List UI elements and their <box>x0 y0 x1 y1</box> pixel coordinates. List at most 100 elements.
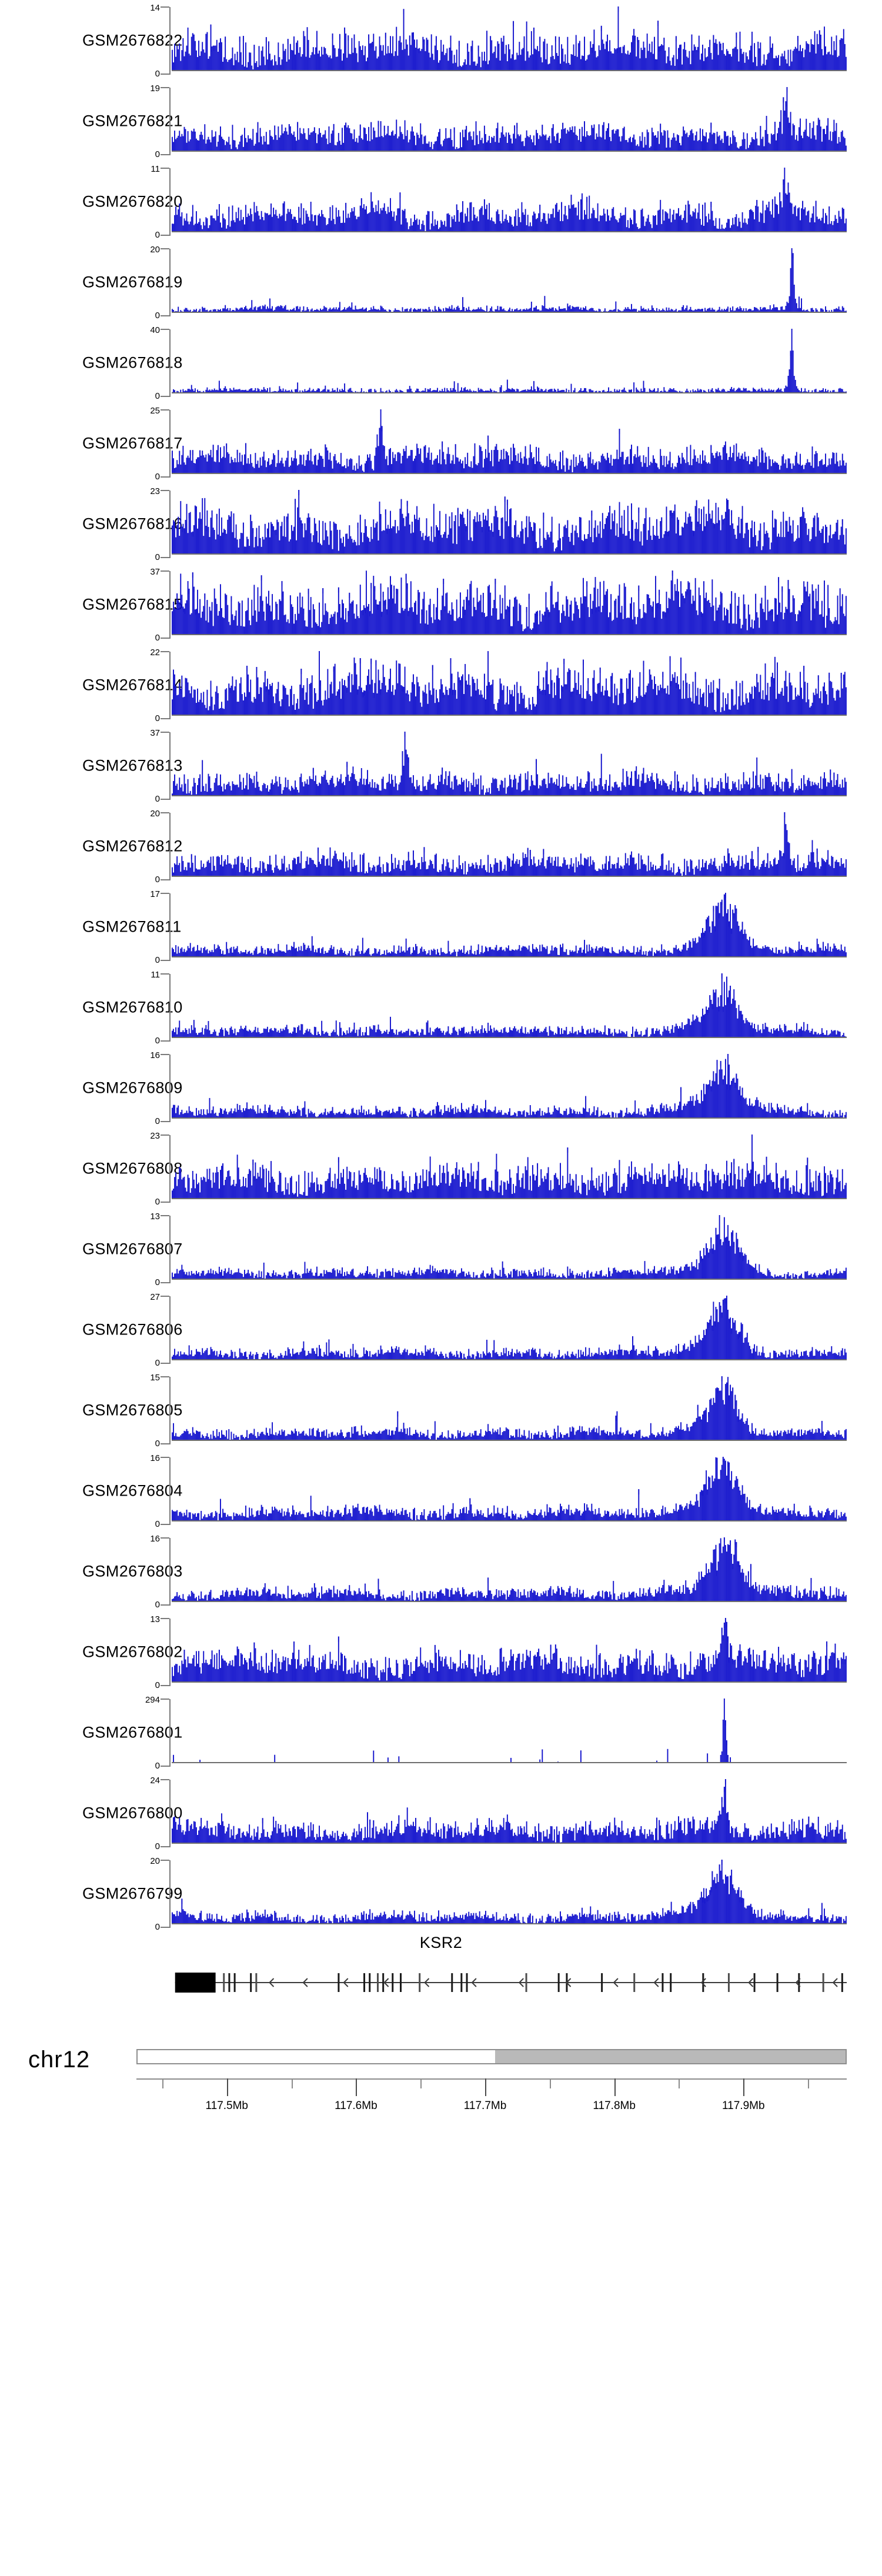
y-axis-max-label: 11 <box>151 970 160 980</box>
y-axis-max-tick <box>161 1054 169 1055</box>
coverage-histogram[interactable] <box>172 1860 847 1924</box>
track-baseline <box>172 1520 847 1521</box>
coverage-histogram[interactable] <box>172 732 847 796</box>
coverage-histogram[interactable] <box>172 1215 847 1280</box>
coverage-histogram[interactable] <box>172 6 847 71</box>
y-axis-max-tick <box>161 1296 169 1297</box>
y-axis-max-label: 24 <box>150 1776 160 1786</box>
chromosome-label: chr12 <box>28 2047 91 2073</box>
coverage-track-row: GSM2676802 13 0 <box>0 1611 882 1692</box>
coverage-histogram[interactable] <box>172 570 847 635</box>
track-baseline <box>172 231 847 232</box>
y-axis-min-tick <box>161 1524 169 1525</box>
ruler-baseline <box>136 2078 847 2080</box>
y-axis-min-tick <box>161 235 169 236</box>
track-baseline <box>172 956 847 957</box>
y-axis-min-label: 0 <box>155 1841 160 1851</box>
coverage-histogram[interactable] <box>172 893 847 957</box>
y-axis-max-label: 294 <box>145 1695 160 1705</box>
coverage-histogram[interactable] <box>172 409 847 474</box>
chromosome-axis-section: chr12 117.5Mb 117.6Mb 117.7Mb 117.8Mb 117.9M… <box>0 2022 882 2140</box>
track-y-axis: 16 0 <box>136 1051 172 1126</box>
y-axis-min-label: 0 <box>155 1439 160 1449</box>
y-axis-line <box>169 652 171 719</box>
ruler-major-tick <box>356 2078 358 2096</box>
y-axis-min-label: 0 <box>155 1036 160 1046</box>
y-axis-min-tick <box>161 718 169 719</box>
track-y-axis: 23 0 <box>136 1131 172 1207</box>
y-axis-line <box>169 893 171 961</box>
coverage-histogram[interactable] <box>172 651 847 716</box>
coverage-track-row: GSM2676799 20 0 <box>0 1853 882 1934</box>
track-label-gsm2676816: GSM2676816 <box>82 515 183 532</box>
y-axis-max-tick <box>161 893 169 894</box>
y-axis-min-tick <box>161 1685 169 1686</box>
coverage-histogram[interactable] <box>172 87 847 152</box>
y-axis-min-label: 0 <box>155 1277 160 1287</box>
track-label-gsm2676800: GSM2676800 <box>82 1804 183 1821</box>
track-label-gsm2676801: GSM2676801 <box>82 1723 183 1741</box>
coverage-histogram[interactable] <box>172 1618 847 1683</box>
ruler-major-tick <box>485 2078 487 2096</box>
coverage-histogram[interactable] <box>172 1699 847 1763</box>
y-axis-max-label: 19 <box>150 84 160 94</box>
coverage-histogram[interactable] <box>172 1537 847 1602</box>
y-axis-max-label: 13 <box>150 1212 160 1222</box>
track-label-gsm2676809: GSM2676809 <box>82 1079 183 1096</box>
y-axis-min-tick <box>161 638 169 639</box>
y-axis-min-label: 0 <box>155 1358 160 1368</box>
coverage-histogram[interactable] <box>172 812 847 877</box>
coordinate-ruler <box>136 2078 847 2096</box>
y-axis-min-tick <box>161 1202 169 1203</box>
coverage-track-row: GSM2676801 294 0 <box>0 1692 882 1773</box>
track-y-axis: 14 0 <box>136 3 172 78</box>
y-axis-max-tick <box>161 409 169 411</box>
coverage-histogram[interactable] <box>172 1134 847 1199</box>
y-axis-max-label: 23 <box>150 1131 160 1141</box>
coverage-histogram[interactable] <box>172 1296 847 1360</box>
y-axis-line <box>169 7 171 75</box>
track-label-gsm2676817: GSM2676817 <box>82 434 183 452</box>
track-y-axis: 20 0 <box>136 245 172 320</box>
coverage-histogram[interactable] <box>172 1779 847 1844</box>
ruler-minor-tick <box>679 2078 680 2088</box>
y-axis-min-label: 0 <box>155 1519 160 1529</box>
y-axis-line <box>169 1619 171 1686</box>
coverage-histogram[interactable] <box>172 973 847 1038</box>
coverage-track-row: GSM2676813 37 0 <box>0 725 882 806</box>
track-y-axis: 22 0 <box>136 648 172 723</box>
y-axis-max-tick <box>161 6 169 8</box>
coverage-histogram[interactable] <box>172 1457 847 1521</box>
y-axis-min-label: 0 <box>155 1116 160 1126</box>
y-axis-min-label: 0 <box>155 1761 160 1771</box>
track-y-axis: 23 0 <box>136 487 172 562</box>
track-baseline <box>172 1359 847 1360</box>
coverage-histogram[interactable] <box>172 329 847 393</box>
y-axis-max-tick <box>161 329 169 330</box>
chromosome-ideogram-bar[interactable] <box>136 2049 847 2064</box>
coverage-histogram[interactable] <box>172 248 847 313</box>
ruler-minor-tick <box>291 2078 293 2088</box>
track-y-axis: 27 0 <box>136 1293 172 1368</box>
ksr2-gene-track[interactable] <box>172 1962 847 2003</box>
coverage-histogram[interactable] <box>172 1054 847 1119</box>
track-label-gsm2676805: GSM2676805 <box>82 1401 183 1419</box>
y-axis-line <box>169 1860 171 1928</box>
y-axis-line <box>169 732 171 800</box>
coverage-histogram[interactable] <box>172 1376 847 1441</box>
track-y-axis: 17 0 <box>136 890 172 965</box>
y-axis-min-tick <box>161 396 169 397</box>
coverage-histogram[interactable] <box>172 490 847 555</box>
y-axis-min-label: 0 <box>155 1197 160 1207</box>
y-axis-max-label: 16 <box>150 1453 160 1463</box>
coverage-track-row: GSM2676821 19 0 <box>0 81 882 161</box>
coverage-histogram[interactable] <box>172 168 847 232</box>
y-axis-max-label: 14 <box>150 3 160 13</box>
coverage-track-row: GSM2676805 15 0 <box>0 1370 882 1450</box>
y-axis-line <box>169 1780 171 1847</box>
track-y-axis: 37 0 <box>136 729 172 803</box>
y-axis-max-tick <box>161 87 169 88</box>
coverage-track-row: GSM2676810 11 0 <box>0 967 882 1047</box>
y-axis-min-label: 0 <box>155 633 160 643</box>
